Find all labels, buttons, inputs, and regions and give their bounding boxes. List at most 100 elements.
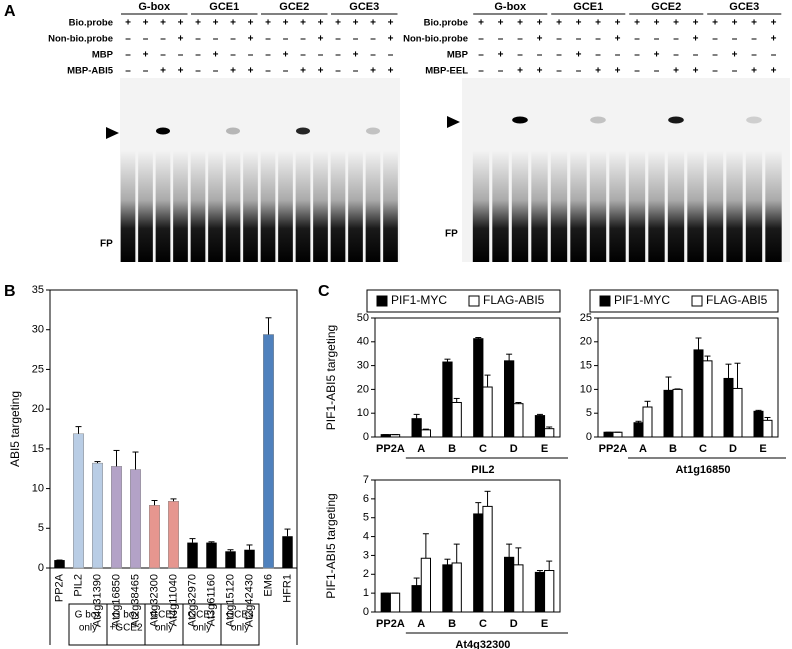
bar	[663, 389, 674, 438]
row-label: Non-bio.probe	[48, 34, 113, 45]
sign: +	[498, 18, 504, 29]
gel-lane	[260, 150, 276, 262]
y-tick-label: 3	[363, 549, 369, 561]
plot-frame	[374, 317, 561, 438]
sign: +	[537, 66, 543, 77]
sign: –	[125, 66, 131, 77]
sign: –	[125, 50, 131, 61]
bar	[420, 429, 431, 438]
gel-lane	[348, 150, 363, 262]
x-tick-label: B	[448, 618, 456, 630]
bar	[504, 556, 515, 613]
sign: +	[388, 18, 394, 29]
y-tick-label: 0	[363, 431, 369, 443]
bar	[111, 466, 122, 569]
y-tick-label: 0	[586, 431, 592, 443]
sign: –	[195, 34, 201, 45]
bar	[633, 422, 644, 438]
group-label: only	[79, 623, 97, 634]
bar	[504, 360, 515, 438]
sign: +	[213, 18, 219, 29]
sign: +	[615, 66, 621, 77]
x-tick-label: At1g15120	[224, 574, 236, 627]
bar	[544, 428, 555, 438]
y-tick-label: 4	[363, 530, 369, 542]
sign: –	[318, 50, 324, 61]
y-tick-label: 30	[32, 324, 44, 336]
sign: –	[143, 66, 149, 77]
sign: +	[751, 66, 757, 77]
sign: –	[478, 50, 484, 61]
sign: +	[615, 18, 621, 29]
sign: +	[143, 18, 149, 29]
gel-lane	[190, 150, 206, 262]
group-label: GCE3	[226, 610, 254, 621]
sign: +	[576, 50, 582, 61]
sign: –	[712, 66, 718, 77]
arrowhead	[106, 127, 119, 139]
legend-box	[366, 289, 561, 313]
gel-lane	[609, 150, 626, 262]
sign: +	[143, 50, 149, 61]
sign: +	[732, 18, 738, 29]
sign: –	[370, 50, 376, 61]
legend-swatch	[468, 295, 480, 307]
sign: –	[517, 50, 523, 61]
bar	[206, 542, 217, 568]
y-tick-label: 10	[357, 407, 369, 419]
x-tick-label: HFR1	[281, 574, 293, 603]
sign: +	[195, 18, 201, 29]
sign: +	[335, 18, 341, 29]
y-tick-label: 25	[32, 363, 44, 375]
sign: +	[370, 18, 376, 29]
y-tick-label: 35	[32, 284, 44, 296]
sign: +	[300, 66, 306, 77]
sign: +	[517, 66, 523, 77]
group-label: GCE1	[188, 610, 216, 621]
x-tick-label: A	[417, 443, 425, 455]
sign: –	[751, 34, 757, 45]
sign: +	[283, 50, 289, 61]
x-tick-label: D	[510, 443, 518, 455]
sign: +	[178, 18, 184, 29]
sign: +	[595, 18, 601, 29]
sign: +	[771, 66, 777, 77]
sign: –	[517, 34, 523, 45]
sign: –	[478, 66, 484, 77]
sign: +	[693, 18, 699, 29]
sign: –	[160, 34, 166, 45]
bar	[753, 410, 764, 438]
gel-lane	[208, 150, 223, 262]
y-axis-label: ABI5 targeting	[8, 391, 22, 467]
x-tick-label: A	[417, 618, 425, 630]
y-tick-label: 5	[586, 407, 592, 419]
sign: +	[615, 34, 621, 45]
sign: –	[283, 34, 289, 45]
gel-lane	[120, 150, 136, 262]
sign: +	[517, 18, 523, 29]
sign: +	[478, 18, 484, 29]
sign: –	[556, 34, 562, 45]
x-tick-label: C	[479, 618, 487, 630]
sign: –	[771, 50, 777, 61]
group-label: only	[231, 623, 249, 634]
sign: –	[388, 50, 394, 61]
panel-label: B	[4, 283, 16, 300]
bar	[168, 501, 179, 569]
y-tick-label: 1	[363, 587, 369, 599]
sign: +	[771, 34, 777, 45]
sign: –	[248, 50, 254, 61]
gel-lane	[511, 150, 529, 262]
sign: –	[230, 34, 236, 45]
sign: –	[673, 50, 679, 61]
row-label: MBP	[92, 50, 114, 61]
sign: –	[353, 66, 359, 77]
x-tick-label: PIL2	[72, 574, 84, 597]
sign: –	[673, 34, 679, 45]
fp-label: FP	[100, 239, 113, 250]
legend-label: PIF1-MYC	[614, 293, 670, 307]
y-tick-label: 7	[363, 474, 369, 486]
bar	[73, 433, 84, 569]
sign: –	[230, 50, 236, 61]
gel-lane	[492, 150, 509, 262]
